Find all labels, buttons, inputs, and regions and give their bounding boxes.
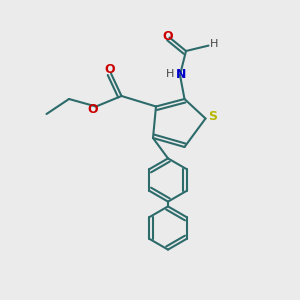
Text: O: O — [87, 103, 98, 116]
Text: O: O — [163, 29, 173, 43]
Text: H: H — [166, 69, 175, 79]
Text: O: O — [104, 63, 115, 76]
Text: S: S — [208, 110, 217, 124]
Text: N: N — [176, 68, 187, 82]
Text: H: H — [210, 39, 219, 49]
